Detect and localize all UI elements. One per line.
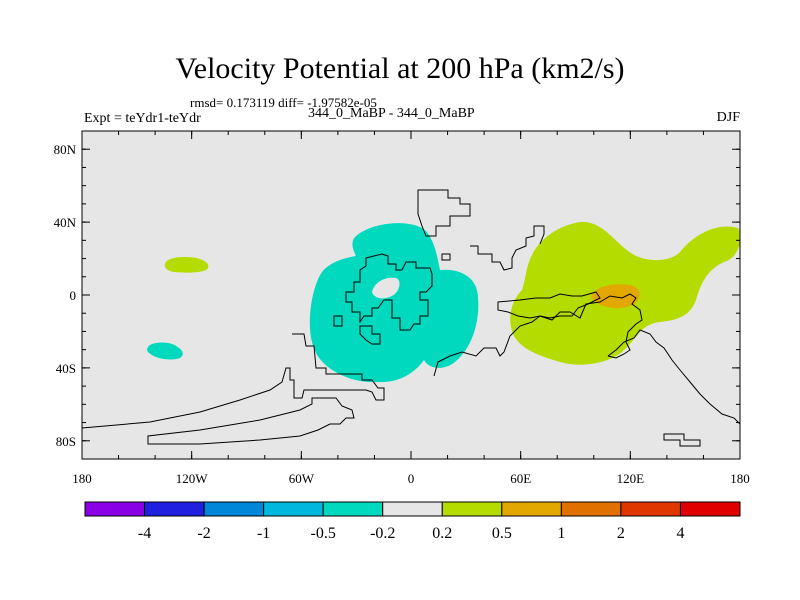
- y-tick-label: 40N: [54, 215, 77, 230]
- colorbar-label: -0.5: [311, 525, 336, 542]
- case-label: 344_0_MaBP - 344_0_MaBP: [308, 106, 475, 121]
- longitude-axis: 180 120W 60W 0 60E 120E 180: [72, 131, 750, 486]
- colorbar-label: 0.5: [492, 525, 512, 542]
- coastline-outlines: [81, 189, 741, 447]
- colorbar-label: 0.2: [432, 525, 452, 542]
- central-american-outline: [333, 315, 381, 345]
- eurasia-outline: [470, 225, 545, 271]
- antarctic-shelf-outline: [147, 397, 355, 445]
- colorbar-label: -2: [197, 525, 210, 542]
- europe-africa-outline: [433, 293, 643, 377]
- south-american-outline: [81, 333, 385, 429]
- colorbar-swatch: [203, 501, 265, 517]
- x-tick-label: 120E: [617, 471, 645, 486]
- x-tick-label: 120W: [176, 471, 209, 486]
- colorbar-label: 4: [676, 525, 684, 542]
- y-tick-label: 80N: [54, 142, 77, 157]
- y-tick-label: 40S: [56, 361, 76, 376]
- colorbar-swatch: [620, 501, 681, 517]
- x-tick-label: 60W: [289, 471, 315, 486]
- western-hemisphere-negative-center: [309, 223, 479, 383]
- colorbar-swatch: [679, 501, 741, 517]
- asia-coast-outline: [497, 291, 601, 319]
- season-label: DJF: [716, 110, 740, 125]
- colorbar-label: 2: [617, 525, 625, 542]
- colorbar-swatch: [382, 501, 443, 517]
- experiment-label: Expt = teYdr1-teYdr: [84, 111, 201, 126]
- indian-ocean-positive-maximum: [591, 284, 640, 309]
- north-american-outline: [345, 253, 433, 331]
- south-pacific-negative-patch: [147, 342, 183, 360]
- negative-center-hole: [372, 277, 400, 299]
- colorbar-swatch: [322, 501, 384, 517]
- colorbar-label: -1: [257, 525, 270, 542]
- colorbar-swatch: [441, 501, 503, 517]
- x-tick-label: 60E: [510, 471, 531, 486]
- small-island-outline: [441, 253, 451, 261]
- colorbar-label: 1: [557, 525, 565, 542]
- colorbar: -4 -2 -1 -0.5 -0.2 0.2 0.5 1 2 4: [84, 501, 741, 542]
- colorbar-swatch: [84, 501, 146, 517]
- y-tick-label: 80S: [56, 434, 76, 449]
- statistics-text: rmsd= 0.173119 diff= -1.97582e-05: [190, 95, 377, 110]
- colorbar-label: -4: [138, 525, 151, 542]
- latitude-axis: 80N 40N 0 40S 80S: [54, 130, 740, 460]
- colorbar-swatch: [501, 501, 562, 517]
- colorbar-swatch: [263, 501, 324, 517]
- greenland-outline: [417, 189, 471, 237]
- colorbar-swatch: [144, 501, 205, 517]
- australia-antarctic-outline: [607, 329, 741, 425]
- colorbar-label: -0.2: [370, 525, 395, 542]
- x-tick-label: 180: [730, 471, 750, 486]
- plot-title: Velocity Potential at 200 hPa (km2/s): [175, 52, 625, 85]
- north-pacific-positive-patch: [164, 257, 209, 273]
- x-tick-label: 0: [408, 471, 415, 486]
- x-tick-label: 180: [72, 471, 92, 486]
- southern-ocean-islands-outline: [663, 433, 701, 447]
- y-tick-label: 0: [70, 288, 77, 303]
- colorbar-swatch: [560, 501, 622, 517]
